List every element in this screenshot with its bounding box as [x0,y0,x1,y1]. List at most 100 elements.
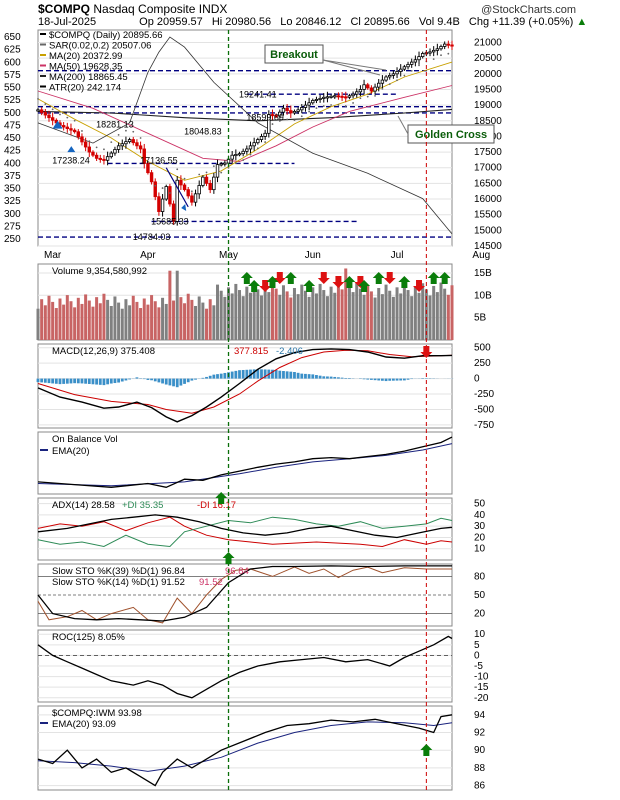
volume-bar [439,282,443,340]
volume-legend: Volume 9,354,580,992 [52,266,147,277]
macd-histogram-bar [366,378,370,380]
brand-text: @StockCharts.com [481,4,576,16]
macd-histogram-bar [230,371,234,379]
macd-histogram-bar [285,371,289,379]
sto14-line [37,566,452,624]
volume-bar [274,288,278,340]
volume-bar [58,298,62,340]
volume-bar [135,301,139,340]
macd-histogram-bar [362,378,366,380]
candle-body [417,56,421,61]
roc-axis-tick: -20 [474,693,489,704]
macd-histogram-bar [62,378,66,384]
macd-histogram-bar [51,378,55,384]
macd-histogram-bar [58,378,62,385]
sto-axis-tick: 50 [474,590,486,601]
candle-body [420,53,425,58]
candle-body [369,87,374,92]
volume-bar [69,301,73,340]
sar-dot [103,148,105,151]
candle-body [431,49,436,53]
volume-bar [384,284,388,340]
candle-body [285,107,289,112]
volume-bar [186,293,190,340]
volume-bar [95,297,99,340]
price-annotation: 17136.55 [140,156,178,166]
volume-axis-tick: 5B [474,313,487,324]
macd-histogram-bar [337,377,340,379]
price-legend-item: MA(200) 18865.45 [49,72,128,83]
sar-dot [66,116,69,119]
macd-histogram-bar [120,378,124,382]
volume-bar [314,293,318,340]
price-annotation: 18281.13 [96,120,134,130]
price-axis-tick: 20000 [474,69,502,80]
candle-body [65,126,70,130]
candle-body [289,110,293,114]
price-axis-tick: 19500 [474,84,502,95]
volume-bar [208,299,212,340]
macd-histogram-bar [212,374,216,379]
adx-axis-tick: 50 [474,499,486,510]
change-arrow: ▲ [576,16,588,28]
macd-histogram-bar [161,378,164,384]
volume-bar [410,296,414,340]
sar-dot [410,69,413,72]
price-legend-item: SAR(0.02,0.2) 20507.06 [49,41,151,52]
buy-signal-arrow [240,272,253,284]
adx-line [37,514,453,539]
candle-body [399,68,403,72]
volume-bar [62,304,66,340]
atr-axis-tick: 600 [4,57,21,68]
candle-body [406,64,410,68]
sar-dot [88,140,91,143]
candle-body [127,139,132,143]
buy-signal-arrow [284,272,297,284]
volume-bar [303,290,307,340]
macd-histogram-bar [146,378,150,380]
sar-dot [366,95,369,98]
price-axis-tick: 16000 [474,194,502,205]
macd-histogram-bar [164,378,168,385]
macd-axis-tick: -750 [474,420,494,431]
volume-bar [128,305,132,340]
buy-signal-arrow [358,280,371,292]
macd-axis-tick: 250 [474,358,491,369]
volume-bar [76,297,80,340]
atr-line [37,36,453,235]
macd-histogram-bar [117,378,121,383]
sto-axis-tick: 80 [474,571,486,582]
macd-histogram-bar [102,378,106,386]
macd-histogram-bar [36,378,40,383]
candle-body [124,141,128,145]
candle-body [204,176,209,184]
candle-body [362,84,366,90]
volume-bar [270,282,274,340]
volume-axis-tick: 10B [474,290,492,301]
volume-bar [153,301,157,340]
macd-histogram-bar [278,370,282,379]
volume-bar [248,292,252,340]
macd-histogram-bar [384,378,388,382]
sar-dot [300,115,303,118]
macd-histogram-bar [87,378,91,384]
volume-bar [292,288,296,340]
volume-bar [307,296,311,340]
volume-bar [146,304,150,340]
volume-bar [325,296,329,340]
sar-dot [73,119,76,122]
volume-bar [289,297,293,340]
adx-axis-tick: 30 [474,521,486,532]
minus-di-legend: -DI 16.17 [197,500,236,511]
volume-bar [259,295,263,340]
sar-dot [256,147,259,150]
macd-histogram-bar [47,378,51,384]
volume-bar [124,299,128,340]
volume-bar [201,302,205,340]
macd-histogram-bar [289,371,293,379]
volume-bar [322,290,326,340]
sar-dot [176,168,179,171]
macd-histogram-bar [304,373,307,379]
candle-body [193,193,198,203]
